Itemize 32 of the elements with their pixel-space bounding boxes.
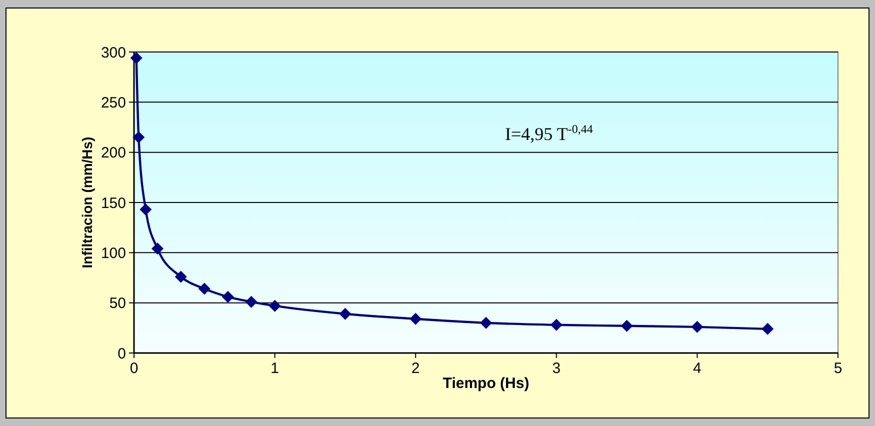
- point: [132, 131, 145, 144]
- y-tick-label: 250: [100, 94, 126, 112]
- x-tick-label: 1: [270, 360, 279, 377]
- y-tick-label: 100: [100, 244, 126, 262]
- point: [140, 204, 152, 216]
- point: [268, 300, 281, 312]
- point: [620, 320, 633, 332]
- y-axis-title: Infiltracion (mm/Hs): [79, 136, 95, 268]
- x-tick-label: 2: [411, 360, 420, 377]
- point: [410, 312, 422, 325]
- point: [174, 270, 187, 283]
- point: [339, 308, 352, 320]
- y-tick-label: 300: [100, 44, 126, 62]
- x-tick-label: 5: [834, 360, 842, 377]
- point: [198, 282, 210, 295]
- point: [245, 296, 258, 308]
- point: [691, 320, 704, 333]
- x-axis-title: Tiempo (Hs): [442, 375, 530, 392]
- y-tick-label: 50: [109, 295, 126, 312]
- y-tick-label: 200: [100, 144, 126, 162]
- y-tick-label: 0: [118, 345, 126, 362]
- annotation: I=4,95 T$^{-0,44}$: [505, 122, 593, 144]
- point: [222, 290, 234, 303]
- point: [480, 316, 492, 329]
- point: [762, 322, 774, 335]
- x-tick-label: 3: [552, 360, 561, 377]
- x-tick-label: 0: [130, 360, 138, 377]
- point: [130, 52, 142, 64]
- y-tick-label: 150: [100, 194, 126, 212]
- point: [152, 242, 164, 255]
- x-tick-label: 4: [693, 360, 702, 377]
- point: [550, 318, 562, 331]
